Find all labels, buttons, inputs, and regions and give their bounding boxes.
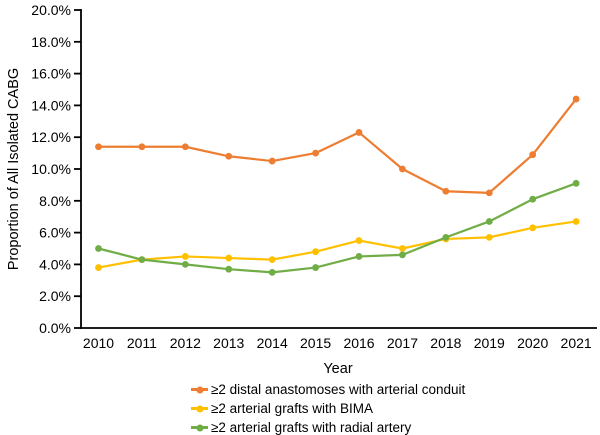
data-point-marker	[268, 157, 276, 165]
y-axis-tick-label: 20.0%	[31, 2, 71, 18]
legend-item-0: ≥2 distal anastomoses with arterial cond…	[191, 380, 465, 399]
y-axis-tick-label: 10.0%	[31, 161, 71, 177]
x-axis-tick-label: 2019	[474, 335, 505, 351]
data-point-marker	[225, 254, 233, 262]
data-point-marker	[572, 95, 580, 103]
x-axis-tick-label: 2013	[213, 335, 244, 351]
x-axis-tick-label: 2014	[257, 335, 288, 351]
data-point-marker	[485, 218, 493, 225]
legend-label: ≥2 arterial grafts with radial artery	[211, 420, 412, 435]
x-axis-tick-label: 2016	[343, 335, 374, 351]
data-point-marker	[312, 149, 319, 157]
legend-label: ≥2 distal anastomoses with arterial cond…	[211, 382, 466, 397]
x-axis-tick-label: 2012	[170, 335, 201, 351]
legend: ≥2 distal anastomoses with arterial cond…	[191, 380, 465, 435]
legend-marker-icon	[191, 424, 208, 431]
x-axis-tick-label: 2021	[561, 335, 592, 351]
data-point-marker	[355, 129, 363, 136]
y-axis-tick-label: 0.0%	[39, 320, 71, 336]
x-axis-tick-label: 2011	[127, 335, 157, 351]
legend-marker-icon	[191, 386, 208, 393]
data-point-marker	[268, 268, 276, 276]
y-axis-tick-label: 2.0%	[39, 288, 71, 304]
y-axis-tick-label: 16.0%	[31, 66, 71, 82]
y-axis-title: Proportion of All Isolated CABG	[6, 67, 22, 271]
data-point-marker	[312, 248, 319, 256]
data-point-marker	[485, 233, 493, 241]
data-point-marker	[529, 195, 537, 203]
y-axis-tick-label: 6.0%	[39, 225, 71, 241]
y-axis-tick-label: 12.0%	[31, 129, 71, 145]
data-point-marker	[181, 253, 189, 260]
legend-dot-icon	[196, 386, 203, 393]
x-axis-title: Year	[323, 361, 353, 377]
legend-label: ≥2 arterial grafts with BIMA	[211, 401, 373, 416]
data-point-marker	[95, 143, 102, 151]
data-point-marker	[268, 256, 276, 264]
data-point-marker	[355, 237, 363, 244]
data-point-marker	[181, 261, 189, 268]
legend-marker-icon	[191, 405, 208, 412]
data-point-marker	[312, 264, 319, 271]
data-point-marker	[399, 165, 406, 173]
data-point-marker	[225, 265, 233, 273]
data-point-marker	[355, 253, 363, 260]
data-point-marker	[138, 143, 146, 151]
data-point-marker	[95, 245, 102, 252]
y-axis-tick-label: 4.0%	[39, 256, 71, 272]
series-line-1	[97, 220, 578, 269]
data-point-marker	[572, 218, 580, 225]
data-point-marker	[442, 187, 450, 195]
data-point-marker	[529, 224, 537, 232]
data-point-marker	[399, 245, 406, 252]
legend-item-2: ≥2 arterial grafts with radial artery	[191, 418, 465, 435]
y-axis-tick-label: 8.0%	[39, 193, 71, 209]
data-point-marker	[399, 251, 406, 259]
data-point-marker	[485, 189, 493, 197]
y-axis-tick-label: 14.0%	[31, 97, 71, 113]
data-point-marker	[442, 233, 450, 241]
x-axis-tick-label: 2015	[300, 335, 331, 351]
legend-dot-icon	[196, 405, 203, 412]
x-axis-tick-label: 2020	[517, 335, 548, 351]
legend-dot-icon	[196, 424, 203, 431]
x-axis-tick-label: 2018	[430, 335, 461, 351]
series-line-2	[97, 182, 578, 274]
data-point-marker	[572, 179, 580, 187]
data-point-marker	[529, 151, 537, 159]
data-point-marker	[138, 256, 146, 264]
data-point-marker	[95, 264, 102, 271]
data-point-marker	[181, 143, 189, 151]
data-point-marker	[225, 152, 233, 160]
x-axis-tick-label: 2017	[387, 335, 418, 351]
series-line-0	[97, 97, 578, 194]
legend-item-1: ≥2 arterial grafts with BIMA	[191, 399, 465, 418]
x-axis-tick-label: 2010	[83, 335, 114, 351]
y-axis-tick-label: 18.0%	[31, 34, 71, 50]
